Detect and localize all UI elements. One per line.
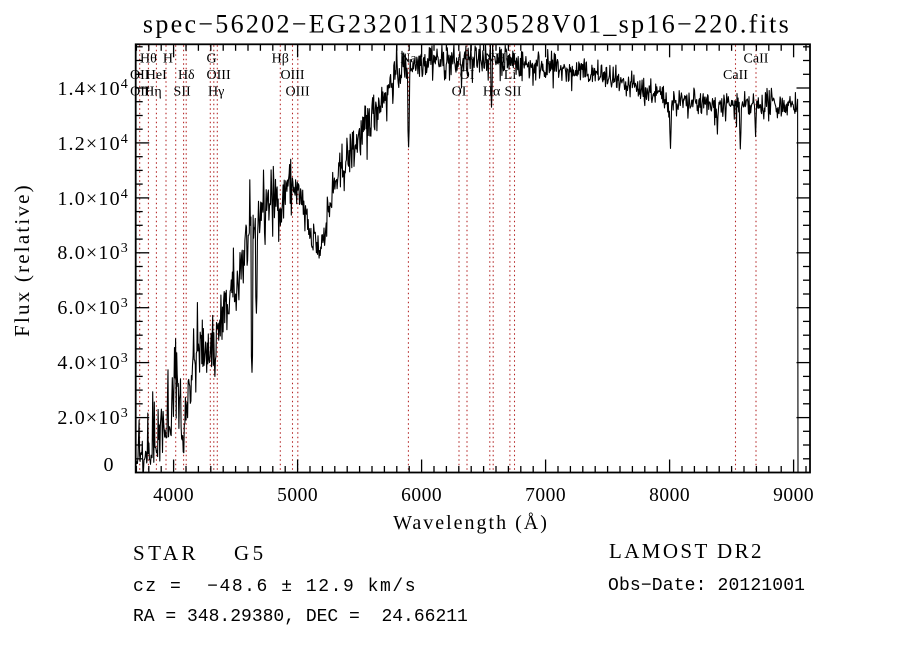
svg-text:CaII: CaII	[723, 68, 748, 83]
svg-text:G: G	[206, 52, 216, 67]
svg-text:SII: SII	[504, 85, 521, 100]
svg-text:1.0×104: 1.0×104	[57, 187, 129, 210]
svg-text:OIII: OIII	[286, 85, 310, 100]
svg-text:OIII: OIII	[207, 68, 231, 83]
svg-text:RA = 348.29380, DEC = 24.6621: RA = 348.29380, DEC = 24.66211	[133, 607, 468, 627]
svg-text:OI: OI	[452, 85, 467, 100]
svg-text:8.0×103: 8.0×103	[57, 241, 129, 264]
svg-text:0: 0	[104, 454, 114, 476]
svg-text:2.0×103: 2.0×103	[57, 406, 129, 429]
svg-text:HeI: HeI	[496, 52, 517, 67]
svg-text:OII: OII	[130, 85, 150, 100]
svg-text:LAMOST DR2: LAMOST DR2	[609, 539, 764, 563]
svg-text:OI: OI	[460, 68, 475, 83]
svg-text:1.4×104: 1.4×104	[57, 77, 129, 100]
svg-text:Wavelength (Å): Wavelength (Å)	[393, 512, 549, 534]
svg-text:8000: 8000	[649, 485, 690, 506]
svg-text:Hβ: Hβ	[272, 52, 289, 67]
svg-text:SII: SII	[174, 85, 191, 100]
svg-text:CaII: CaII	[744, 52, 769, 67]
svg-text:Hη: Hη	[144, 85, 161, 100]
svg-text:6000: 6000	[401, 485, 442, 506]
svg-text:NII: NII	[484, 52, 504, 67]
svg-text:Hγ: Hγ	[208, 85, 224, 100]
svg-text:HeI: HeI	[146, 68, 167, 83]
svg-text:spec−56202−EG232011N230528V01_: spec−56202−EG232011N230528V01_sp16−220.f…	[143, 10, 791, 39]
svg-text:Hδ: Hδ	[178, 68, 195, 83]
svg-text:Hθ: Hθ	[140, 52, 157, 67]
svg-text:4000: 4000	[153, 485, 194, 506]
svg-text:1.2×104: 1.2×104	[57, 132, 129, 155]
svg-text:5000: 5000	[277, 485, 318, 506]
svg-text:STAR G5: STAR G5	[133, 541, 267, 565]
svg-text:Hα: Hα	[483, 85, 501, 100]
svg-text:7000: 7000	[525, 485, 566, 506]
svg-text:H: H	[163, 52, 173, 67]
svg-text:6.0×103: 6.0×103	[57, 296, 129, 319]
svg-text:OIII: OIII	[280, 68, 304, 83]
svg-text:Obs−Date: 20121001: Obs−Date: 20121001	[608, 576, 805, 596]
svg-text:Li: Li	[504, 68, 517, 83]
svg-text:9000: 9000	[773, 485, 814, 506]
svg-text:cz = −48.6 ± 12.9 km/s: cz = −48.6 ± 12.9 km/s	[133, 577, 417, 597]
svg-text:4.0×103: 4.0×103	[57, 351, 129, 374]
svg-text:Na: Na	[400, 52, 417, 67]
svg-text:OII: OII	[130, 68, 150, 83]
svg-text:Flux (relative): Flux (relative)	[10, 183, 34, 337]
